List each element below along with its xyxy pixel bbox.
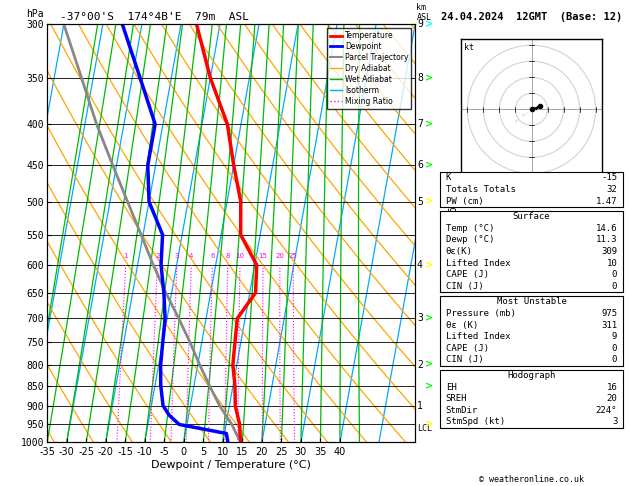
- Text: 5: 5: [417, 197, 423, 207]
- X-axis label: Dewpoint / Temperature (°C): Dewpoint / Temperature (°C): [151, 460, 311, 470]
- Text: kt: kt: [464, 43, 474, 52]
- Text: 975: 975: [601, 309, 617, 318]
- Text: 3: 3: [612, 417, 617, 426]
- Text: 8: 8: [225, 253, 230, 259]
- Text: 224°: 224°: [596, 406, 617, 415]
- Text: >: >: [425, 313, 433, 324]
- Text: 20: 20: [276, 253, 284, 259]
- Text: 3: 3: [175, 253, 179, 259]
- Text: 6: 6: [210, 253, 214, 259]
- Text: 311: 311: [601, 321, 617, 330]
- Text: >: >: [425, 160, 433, 170]
- Text: PW (cm): PW (cm): [446, 197, 484, 206]
- Text: Lifted Index: Lifted Index: [446, 332, 510, 341]
- Text: Dewp (°C): Dewp (°C): [446, 235, 494, 244]
- Text: Most Unstable: Most Unstable: [496, 297, 567, 306]
- Text: 0: 0: [612, 355, 617, 364]
- Text: >: >: [425, 73, 433, 83]
- Text: 25: 25: [289, 253, 298, 259]
- Text: 7: 7: [417, 119, 423, 129]
- Text: hPa: hPa: [26, 9, 44, 19]
- Text: 0: 0: [612, 282, 617, 291]
- Text: CAPE (J): CAPE (J): [446, 270, 489, 279]
- Legend: Temperature, Dewpoint, Parcel Trajectory, Dry Adiabat, Wet Adiabat, Isotherm, Mi: Temperature, Dewpoint, Parcel Trajectory…: [327, 28, 411, 109]
- Text: StmSpd (kt): StmSpd (kt): [446, 417, 505, 426]
- Text: 10: 10: [235, 253, 245, 259]
- Text: SREH: SREH: [446, 394, 467, 403]
- Text: 4: 4: [189, 253, 194, 259]
- Text: StmDir: StmDir: [446, 406, 478, 415]
- Y-axis label: Mixing Ratio (g/kg): Mixing Ratio (g/kg): [447, 177, 457, 289]
- Text: 9: 9: [612, 332, 617, 341]
- Text: K: K: [446, 174, 451, 182]
- Text: 15: 15: [259, 253, 267, 259]
- Text: 2: 2: [155, 253, 160, 259]
- Text: Totals Totals: Totals Totals: [446, 185, 516, 194]
- Text: >: >: [425, 419, 433, 430]
- Text: 16: 16: [606, 382, 617, 392]
- Text: Temp (°C): Temp (°C): [446, 224, 494, 233]
- Text: 11.3: 11.3: [596, 235, 617, 244]
- Text: CAPE (J): CAPE (J): [446, 344, 489, 353]
- Text: Pressure (mb): Pressure (mb): [446, 309, 516, 318]
- Text: 14.6: 14.6: [596, 224, 617, 233]
- Text: 309: 309: [601, 247, 617, 256]
- Text: 20: 20: [606, 394, 617, 403]
- Text: >: >: [425, 360, 433, 370]
- Text: CIN (J): CIN (J): [446, 355, 484, 364]
- Text: 10: 10: [606, 259, 617, 268]
- Text: Hodograph: Hodograph: [508, 371, 555, 380]
- Text: 32: 32: [606, 185, 617, 194]
- Text: >: >: [425, 19, 433, 29]
- Text: 1: 1: [417, 400, 423, 411]
- Text: -37°00'S  174°4B'E  79m  ASL: -37°00'S 174°4B'E 79m ASL: [60, 12, 248, 22]
- Text: θε (K): θε (K): [446, 321, 478, 330]
- Text: CIN (J): CIN (J): [446, 282, 484, 291]
- Text: 1: 1: [123, 253, 128, 259]
- Text: LCL: LCL: [417, 424, 432, 433]
- Text: 1.47: 1.47: [596, 197, 617, 206]
- Text: θε(K): θε(K): [446, 247, 472, 256]
- Text: >: >: [425, 260, 433, 270]
- Text: 0: 0: [612, 344, 617, 353]
- Text: Surface: Surface: [513, 212, 550, 221]
- Text: >: >: [425, 119, 433, 129]
- Text: 8: 8: [417, 73, 423, 83]
- Text: 0: 0: [612, 270, 617, 279]
- Text: EH: EH: [446, 382, 457, 392]
- Text: -15: -15: [601, 174, 617, 182]
- Text: 3: 3: [417, 313, 423, 324]
- Text: 24.04.2024  12GMT  (Base: 12): 24.04.2024 12GMT (Base: 12): [441, 12, 622, 22]
- Text: Lifted Index: Lifted Index: [446, 259, 510, 268]
- Text: >: >: [425, 381, 433, 391]
- Text: 4: 4: [417, 260, 423, 270]
- Text: km
ASL: km ASL: [416, 3, 431, 22]
- Text: © weatheronline.co.uk: © weatheronline.co.uk: [479, 474, 584, 484]
- Text: 9: 9: [417, 19, 423, 29]
- Text: 2: 2: [417, 360, 423, 370]
- Text: >: >: [425, 197, 433, 207]
- Text: 6: 6: [417, 160, 423, 170]
